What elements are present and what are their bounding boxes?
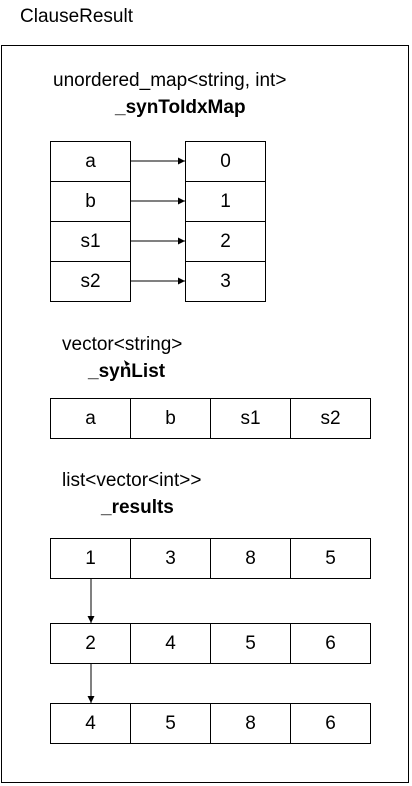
results-cell: 5: [210, 623, 291, 664]
results-cell: 1: [50, 538, 131, 579]
results-name-label: _results: [101, 497, 174, 518]
synlist-name-label: _synList: [88, 361, 166, 382]
results-type-label: list<vector<int>>: [62, 470, 202, 491]
results-cell: 3: [130, 538, 211, 579]
map-key-cell: s1: [50, 221, 131, 262]
synlist-cell: b: [130, 398, 211, 439]
synlist-cell: s2: [290, 398, 371, 439]
cursor-icon: [124, 360, 130, 366]
results-cell: 4: [130, 623, 211, 664]
diagram-title: ClauseResult: [20, 6, 133, 27]
map-type-label: unordered_map<string, int>: [53, 70, 287, 91]
results-cell: 4: [50, 703, 131, 744]
results-cell: 8: [210, 703, 291, 744]
synlist-type-label: vector<string>: [62, 334, 183, 355]
results-cell: 2: [50, 623, 131, 664]
results-cell: 6: [290, 703, 371, 744]
map-key-cell: s2: [50, 261, 131, 302]
results-cell: 5: [290, 538, 371, 579]
results-cell: 8: [210, 538, 291, 579]
map-value-cell: 3: [185, 261, 266, 302]
map-key-cell: b: [50, 181, 131, 222]
synlist-cell: a: [50, 398, 131, 439]
map-value-cell: 1: [185, 181, 266, 222]
results-cell: 6: [290, 623, 371, 664]
synlist-cell: s1: [210, 398, 291, 439]
map-name-label: _synToIdxMap: [115, 97, 246, 118]
results-cell: 5: [130, 703, 211, 744]
clause-result-frame: [1, 45, 409, 783]
map-value-cell: 0: [185, 141, 266, 182]
